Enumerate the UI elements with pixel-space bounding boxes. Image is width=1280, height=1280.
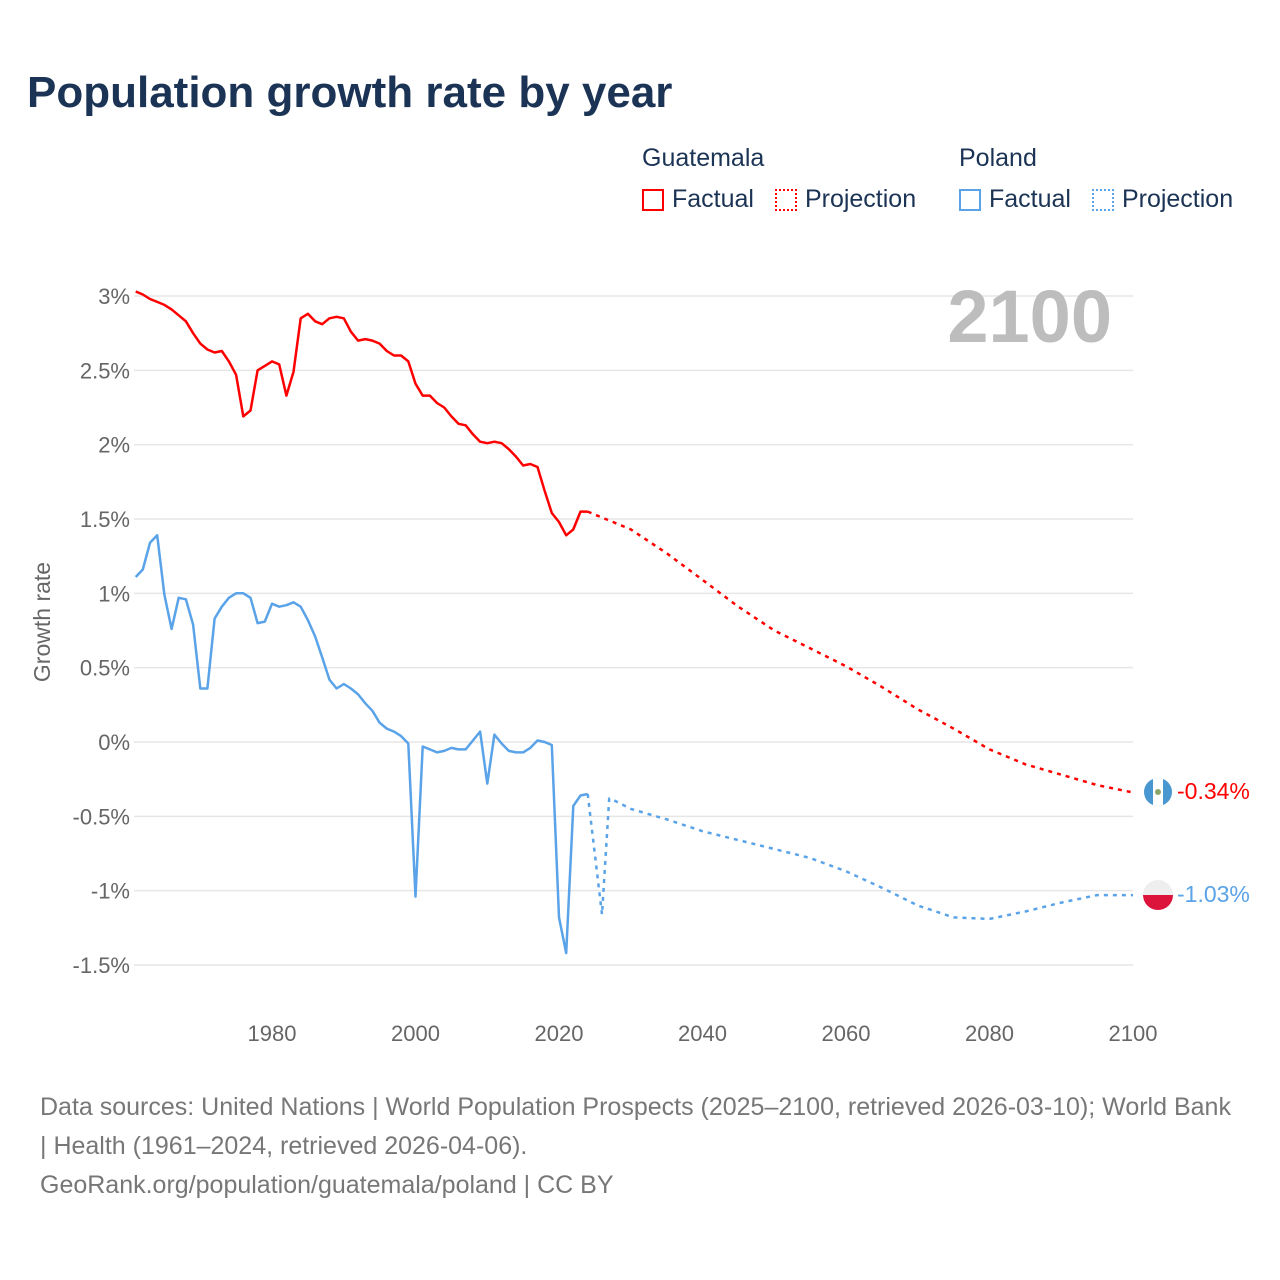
source-link[interactable]: GeoRank.org/population/guatemala/poland …	[40, 1171, 614, 1199]
poland-end-label: -1.03%	[1177, 881, 1250, 907]
legend-label: Factual	[672, 185, 754, 213]
x-tick-label: 2080	[965, 1021, 1014, 1046]
year-display: 2100	[947, 275, 1112, 358]
legend-label: Factual	[989, 185, 1071, 213]
legend-guatemala-factual[interactable]: Factual	[642, 185, 754, 214]
legend-poland-factual[interactable]: Factual	[959, 185, 1071, 214]
legend-group-name: Poland	[959, 144, 1037, 172]
legend-poland-projection[interactable]: Projection	[1091, 185, 1234, 214]
guatemala-end-label: -0.34%	[1177, 778, 1250, 804]
data-sources: Data sources: United Nations | World Pop…	[40, 1093, 1231, 1160]
x-tick-label: 1980	[248, 1021, 297, 1046]
footer: Data sources: United Nations | World Pop…	[40, 1088, 1240, 1205]
y-tick-label: -1%	[91, 879, 130, 904]
y-axis-label: Growth rate	[29, 562, 55, 682]
solid-swatch-icon	[642, 188, 664, 211]
legend-label: Projection	[1121, 185, 1234, 213]
poland-projection-line	[586, 793, 1133, 921]
x-tick-label: 2020	[535, 1021, 584, 1046]
y-tick-label: 2.5%	[80, 358, 130, 383]
guatemala-factual-line	[135, 290, 588, 537]
dotted-swatch-icon	[774, 188, 797, 211]
y-tick-label: 1.5%	[80, 507, 130, 532]
y-tick-label: -0.5%	[73, 804, 130, 829]
y-tick-label: 0%	[98, 730, 130, 755]
y-tick-label: 3%	[98, 284, 130, 309]
y-tick-label: -1.5%	[73, 953, 130, 978]
x-tick-label: 2060	[822, 1021, 871, 1046]
legend-guatemala: Guatemala Factual Projection	[642, 144, 930, 218]
legend-guatemala-projection[interactable]: Projection	[774, 185, 917, 214]
poland-factual-line	[134, 534, 588, 955]
solid-swatch-icon	[959, 188, 981, 211]
x-tick-label: 2040	[678, 1021, 727, 1046]
y-tick-label: 2%	[98, 433, 130, 458]
x-tick-label: 2000	[391, 1021, 440, 1046]
guatemala-projection-line	[587, 510, 1134, 794]
legend-label: Projection	[804, 185, 917, 213]
legend-poland: Poland Factual Projection	[959, 144, 1247, 218]
y-tick-label: 1%	[98, 581, 130, 606]
guatemala-flag-icon	[1144, 778, 1172, 806]
legend-group-name: Guatemala	[642, 144, 765, 172]
x-tick-label: 2100	[1109, 1021, 1158, 1046]
dotted-swatch-icon	[1091, 188, 1114, 211]
y-tick-label: 0.5%	[80, 656, 130, 681]
chart-title: Population growth rate by year	[27, 68, 673, 117]
poland-flag-icon	[1143, 880, 1173, 910]
